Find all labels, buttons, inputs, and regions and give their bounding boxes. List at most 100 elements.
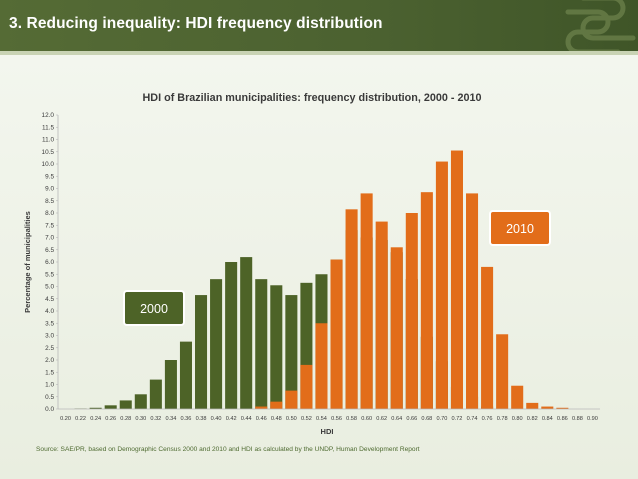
y-tick-label: 7.0 (45, 235, 54, 242)
x-tick-label: 0.56 (331, 416, 342, 422)
bar-2000-0.24 (89, 407, 102, 409)
x-tick-label: 0.32 (150, 416, 161, 422)
bar-2000-0.26 (104, 405, 117, 409)
y-tick-label: 7.5 (45, 222, 54, 229)
y-tick-label: 3.5 (45, 320, 54, 327)
y-tick-label: 5.5 (45, 271, 54, 278)
bar-2010-0.68 (420, 192, 433, 409)
x-tick-label: 0.50 (286, 416, 297, 422)
bar-2010-0.46 (255, 406, 268, 409)
x-tick-label: 0.34 (165, 416, 176, 422)
bar-2010-0.60 (360, 193, 373, 409)
bar-2010-0.56 (330, 259, 343, 409)
x-tick-label: 0.24 (90, 416, 101, 422)
bar-2000-0.40 (210, 279, 223, 409)
legend-label-2010: 2010 (489, 210, 551, 246)
x-tick-label: 0.48 (271, 416, 282, 422)
header-divider (0, 51, 638, 55)
x-tick-label: 0.82 (527, 416, 538, 422)
y-tick-label: 10.0 (42, 161, 55, 168)
x-tick-label: 0.28 (120, 416, 131, 422)
bar-2010-0.54 (315, 323, 328, 409)
x-tick-label: 0.36 (181, 416, 192, 422)
y-tick-label: 11.5 (42, 124, 54, 131)
bar-2010-0.72 (450, 150, 463, 409)
bar-2010-0.70 (435, 161, 448, 409)
bar-2000-0.34 (164, 360, 177, 409)
x-axis-ticks: 0.20 0.22 0.24 0.26 0.28 0.30 0.32 0.34 0.36 0.38… (60, 416, 598, 422)
x-tick-label: 0.84 (542, 416, 553, 422)
bar-2000-0.46 (255, 279, 268, 409)
bar-2010-0.80 (511, 385, 524, 409)
x-axis-label: HDI (321, 427, 334, 436)
x-tick-label: 0.74 (467, 416, 478, 422)
x-tick-label: 0.88 (572, 416, 583, 422)
x-tick-label: 0.68 (421, 416, 432, 422)
x-tick-label: 0.90 (587, 416, 598, 422)
y-tick-label: 6.0 (45, 259, 54, 266)
bar-2000-0.38 (195, 295, 208, 409)
y-tick-label: 1.5 (45, 369, 54, 376)
bar-2010-0.74 (466, 193, 479, 409)
bar-2010-0.82 (526, 402, 539, 409)
x-tick-label: 0.66 (406, 416, 417, 422)
bar-2000-0.44 (240, 257, 253, 409)
y-tick-label: 2.5 (45, 345, 54, 352)
bar-2010-0.86 (556, 407, 569, 409)
x-tick-label: 0.42 (226, 416, 237, 422)
x-tick-label: 0.54 (316, 416, 327, 422)
y-axis-label: Percentage of municipalities (23, 211, 32, 313)
x-tick-label: 0.60 (361, 416, 372, 422)
source-note: Source: SAE/PR, based on Demographic Cen… (36, 446, 420, 453)
x-tick-label: 0.30 (135, 416, 146, 422)
bar-2010-0.50 (285, 390, 298, 409)
legend-label-2010-text: 2010 (506, 222, 534, 236)
y-tick-label: 4.5 (45, 296, 54, 303)
y-tick-label: 8.5 (45, 198, 54, 205)
y-tick-label: 1.0 (45, 382, 54, 389)
x-tick-label: 0.52 (301, 416, 312, 422)
bar-2010-0.76 (481, 266, 494, 409)
bar-2000-0.50 (285, 295, 298, 409)
bar-2000-0.30 (134, 394, 147, 409)
y-tick-label: 8.0 (45, 210, 54, 217)
x-tick-label: 0.20 (60, 416, 71, 422)
x-tick-label: 0.38 (196, 416, 207, 422)
x-tick-label: 0.40 (211, 416, 222, 422)
y-tick-label: 6.5 (45, 247, 54, 254)
x-tick-label: 0.72 (452, 416, 463, 422)
bar-2010-0.62 (375, 221, 388, 409)
bar-2000-0.28 (119, 400, 132, 409)
slide-header: 3. Reducing inequality: HDI frequency di… (0, 0, 638, 51)
x-tick-label: 0.78 (497, 416, 508, 422)
y-tick-label: 2.0 (45, 357, 54, 364)
chart-title: HDI of Brazilian municipalities: frequen… (143, 92, 482, 104)
x-tick-label: 0.76 (482, 416, 493, 422)
x-tick-label: 0.80 (512, 416, 523, 422)
y-tick-label: 9.0 (45, 186, 54, 193)
legend-label-2000: 2000 (123, 290, 185, 326)
y-tick-label: 0.5 (45, 394, 54, 401)
x-tick-label: 0.26 (105, 416, 116, 422)
bar-2000-0.36 (179, 341, 192, 409)
y-axis-ticks: 0.0 0.5 1.0 1.5 2.0 2.5 3.0 3.5 4.0 4.5 5.0 5.5 6.0 6… (42, 112, 58, 413)
bar-2010-0.58 (345, 209, 358, 409)
x-tick-label: 0.46 (256, 416, 267, 422)
y-tick-label: 5.0 (45, 284, 54, 291)
x-tick-label: 0.22 (75, 416, 86, 422)
y-tick-label: 11.0 (42, 137, 54, 144)
x-tick-label: 0.86 (557, 416, 568, 422)
slide-title: 3. Reducing inequality: HDI frequency di… (9, 15, 383, 32)
bar-2010-0.84 (541, 406, 554, 409)
y-tick-label: 4.0 (45, 308, 54, 315)
x-tick-label: 0.58 (346, 416, 357, 422)
x-tick-label: 0.70 (436, 416, 447, 422)
x-tick-label: 0.44 (241, 416, 252, 422)
y-tick-label: 0.0 (45, 406, 54, 413)
bar-2000-0.42 (225, 262, 238, 409)
bar-2010-0.64 (390, 247, 403, 409)
series-2010-bars (255, 150, 569, 409)
bar-2010-0.52 (300, 364, 313, 409)
y-tick-label: 3.0 (45, 333, 54, 340)
legend-label-2000-text: 2000 (140, 302, 168, 316)
